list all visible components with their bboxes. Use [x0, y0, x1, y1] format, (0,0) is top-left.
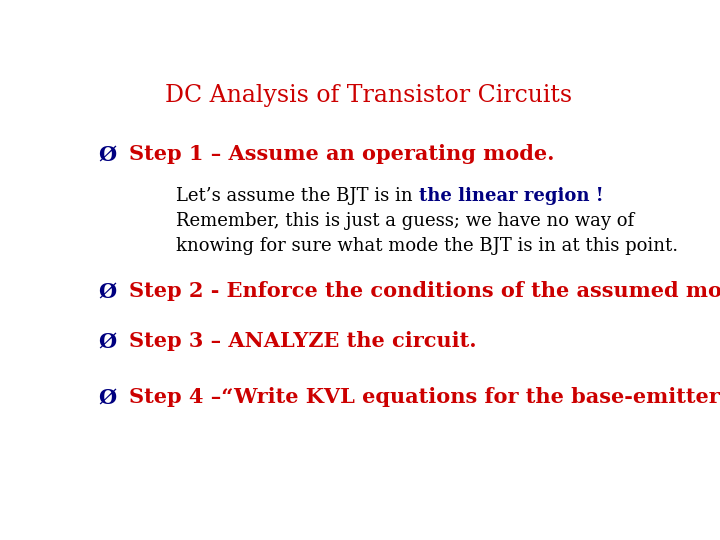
- Text: Step 4 –“Write KVL equations for the base-emitter “leg”.: Step 4 –“Write KVL equations for the bas…: [129, 387, 720, 408]
- Text: Step 1 – Assume an operating mode.: Step 1 – Assume an operating mode.: [129, 144, 554, 164]
- Text: Step 3 – ANALYZE the circuit.: Step 3 – ANALYZE the circuit.: [129, 332, 477, 352]
- Text: knowing for sure what mode the BJT is in at this point.: knowing for sure what mode the BJT is in…: [176, 237, 679, 255]
- Text: DC Analysis of Transistor Circuits: DC Analysis of Transistor Circuits: [166, 84, 572, 107]
- Text: the linear region !: the linear region !: [419, 187, 603, 205]
- Text: Step 2 - Enforce the conditions of the assumed mode.: Step 2 - Enforce the conditions of the a…: [129, 281, 720, 301]
- Text: Ø: Ø: [99, 281, 117, 301]
- Text: Ø: Ø: [99, 144, 117, 164]
- Text: Remember, this is just a guess; we have no way of: Remember, this is just a guess; we have …: [176, 212, 634, 230]
- Text: Let’s assume the BJT is in: Let’s assume the BJT is in: [176, 187, 419, 205]
- Text: Ø: Ø: [99, 387, 117, 408]
- Text: Ø: Ø: [99, 332, 117, 352]
